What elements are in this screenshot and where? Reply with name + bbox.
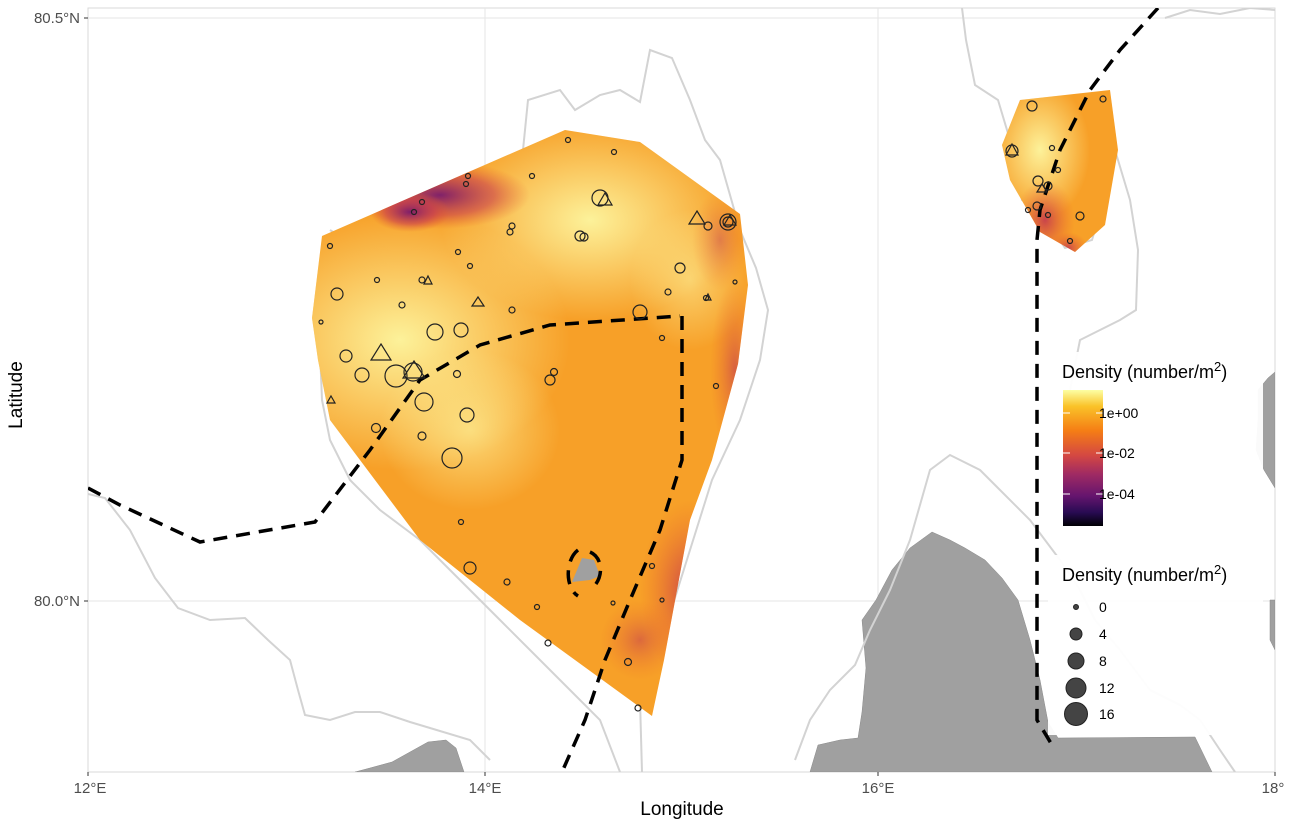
land-east-edge-2 <box>1269 599 1275 651</box>
land-small-southwest <box>354 739 465 772</box>
x-tick-label: 16°E <box>862 780 895 797</box>
colorbar-legend-title: Density (number/m2) <box>1062 359 1227 383</box>
size-key-12 <box>1065 677 1087 699</box>
y-tick-label: 80.5°N <box>34 10 80 27</box>
size-label: 4 <box>1099 626 1107 642</box>
observation-circles <box>318 95 1107 712</box>
x-tick-label: 14°E <box>469 780 502 797</box>
observation-triangles <box>325 142 1049 404</box>
colorbar-label: 1e-02 <box>1099 445 1135 461</box>
size-key-4 <box>1069 627 1083 641</box>
size-label: 12 <box>1099 680 1115 696</box>
size-label: 0 <box>1099 599 1107 615</box>
x-axis-title: Longitude <box>640 799 723 820</box>
colorbar-label: 1e-04 <box>1099 486 1135 502</box>
axis-ticks <box>84 17 1276 776</box>
y-axis-title: Latitude <box>6 361 27 429</box>
legend-size: Density (number/m2) 0 4 8 12 16 <box>1048 555 1263 735</box>
size-key-0 <box>1073 604 1079 610</box>
size-label: 16 <box>1099 706 1115 722</box>
size-label: 8 <box>1099 653 1107 669</box>
colorbar-label: 1e+00 <box>1099 405 1139 421</box>
size-legend-title: Density (number/m2) <box>1062 562 1227 586</box>
legend-colorbar: Density (number/m2) 1e+00 1e-02 1e-04 <box>1048 352 1263 532</box>
size-key-16 <box>1064 702 1088 726</box>
x-tick-label: 12°E <box>74 780 107 797</box>
y-tick-label: 80.0°N <box>34 593 80 610</box>
island-hole <box>572 558 600 582</box>
boundary-lines <box>88 8 1160 772</box>
x-tick-label: 18° <box>1262 780 1285 797</box>
size-key-8 <box>1067 652 1085 670</box>
colorbar <box>1063 390 1103 526</box>
